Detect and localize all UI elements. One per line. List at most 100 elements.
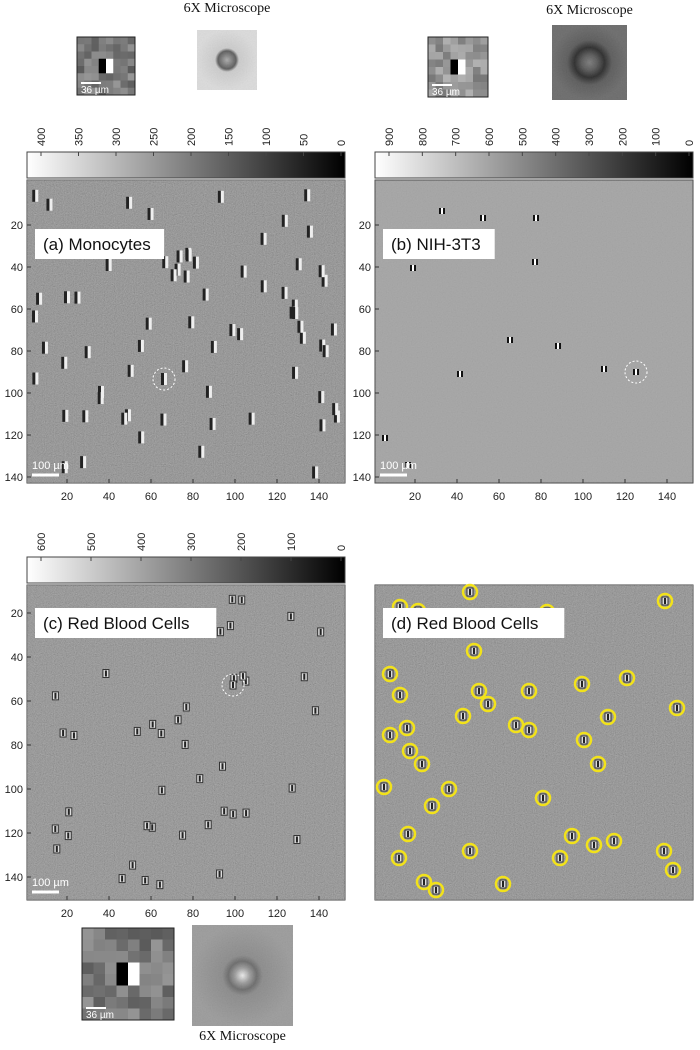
y-tick-label: 100 [5,388,23,400]
inset-light [128,962,140,986]
inset-pixel [127,51,136,60]
inset-pixel [84,58,92,67]
cell-light [412,265,414,271]
colorbar-tick-label: 250 [149,128,161,146]
inset-frame [76,36,136,96]
colorbar-tick-label: 500 [517,128,529,146]
cell-dark [127,364,131,377]
cell-dark [62,409,66,422]
x-tick-label: 140 [658,491,676,503]
cell-light [263,232,267,245]
inset-pixel [428,89,436,98]
x-tick-label: 100 [226,491,244,503]
cell-core [487,701,489,707]
cell-core [528,727,530,733]
inset-pixel [82,928,94,940]
cell-dark [160,413,164,426]
y-tick-label: 20 [11,608,23,620]
cell-light [140,339,144,352]
cell-dark [80,456,84,469]
inset-pixel [458,82,466,90]
inset-pixel [435,52,444,60]
cell-light [300,320,304,333]
cell-light [284,286,288,299]
inset-pixel [105,997,117,1009]
inset-light [458,59,466,75]
cell-core [407,831,409,837]
cell-dark [260,280,264,293]
cell-core [389,671,391,677]
cell-dark [170,269,174,282]
cell-light [87,346,91,359]
inset-pixel [151,985,163,998]
inset-pixel [473,52,481,60]
cell-dark [185,249,189,262]
cell-light [64,461,68,474]
inset-pixel [82,951,94,963]
cell-light [213,340,217,353]
cell-core [72,732,75,739]
inset-pixel [435,37,444,45]
colorbar [26,151,346,179]
inset-pixel [120,37,129,45]
cell-dark [210,340,214,353]
cell-light [186,270,190,283]
cell-light [295,307,299,320]
inset-pixel [128,1008,140,1021]
inset-pixel [450,82,459,90]
cell-core [181,832,184,839]
cell-dark [205,385,209,398]
colorbar-tick-label: 0 [684,140,696,146]
inset-pixel [128,997,140,1009]
cell-light [322,419,326,432]
inset-pixel [139,1008,152,1021]
cell-light [557,343,559,349]
cell-core [229,622,232,629]
cell-dark [333,410,337,423]
detection-circle [494,875,512,893]
highlight-circle [152,367,176,391]
inset-pixel [82,974,94,986]
inset-pixel [84,73,92,81]
detection-circle [520,721,538,739]
inset-pixel [113,80,121,89]
inset-pixel [162,974,175,986]
detection-circle [605,832,623,850]
detection-circle [563,827,581,845]
cell-light [333,323,337,336]
cell-core [244,678,247,685]
cell-dark [304,189,308,202]
inset-pixel [98,73,107,81]
cell-dark [291,299,295,312]
cell-core [177,716,180,723]
cell-core [223,808,226,815]
x-tick-label: 60 [145,908,157,920]
inset-pixel [120,51,129,60]
cell-light [205,288,209,301]
cell-dark [292,307,296,320]
cell-light [325,345,329,358]
detection-circle [423,797,441,815]
cell-light [220,190,224,203]
inset-dark [450,59,458,75]
cell-light [295,366,299,379]
cell-core [676,705,678,711]
inset-pixel [116,997,129,1009]
inset-pixel [458,52,466,60]
cell-core [121,875,124,882]
panel-label-box [35,229,165,259]
cell-core [231,596,234,603]
cell-core [423,879,425,885]
inset-pixel [465,37,474,45]
cell-dark [295,258,299,271]
inset-pixel [139,928,152,940]
cell-dark [145,317,149,330]
inset-pixel [91,44,100,52]
cell-dark [74,291,78,304]
colorbar-tick-label: 100 [651,128,663,146]
inset-pixel [443,74,451,83]
cell-light [163,413,167,426]
panel: (c) Red Blood Cells 600 500 400 300 200 100 0 20… [5,533,348,1044]
colorbar-tick-label: 300 [584,128,596,146]
inset-scale-label: 36 µm [86,1010,114,1021]
